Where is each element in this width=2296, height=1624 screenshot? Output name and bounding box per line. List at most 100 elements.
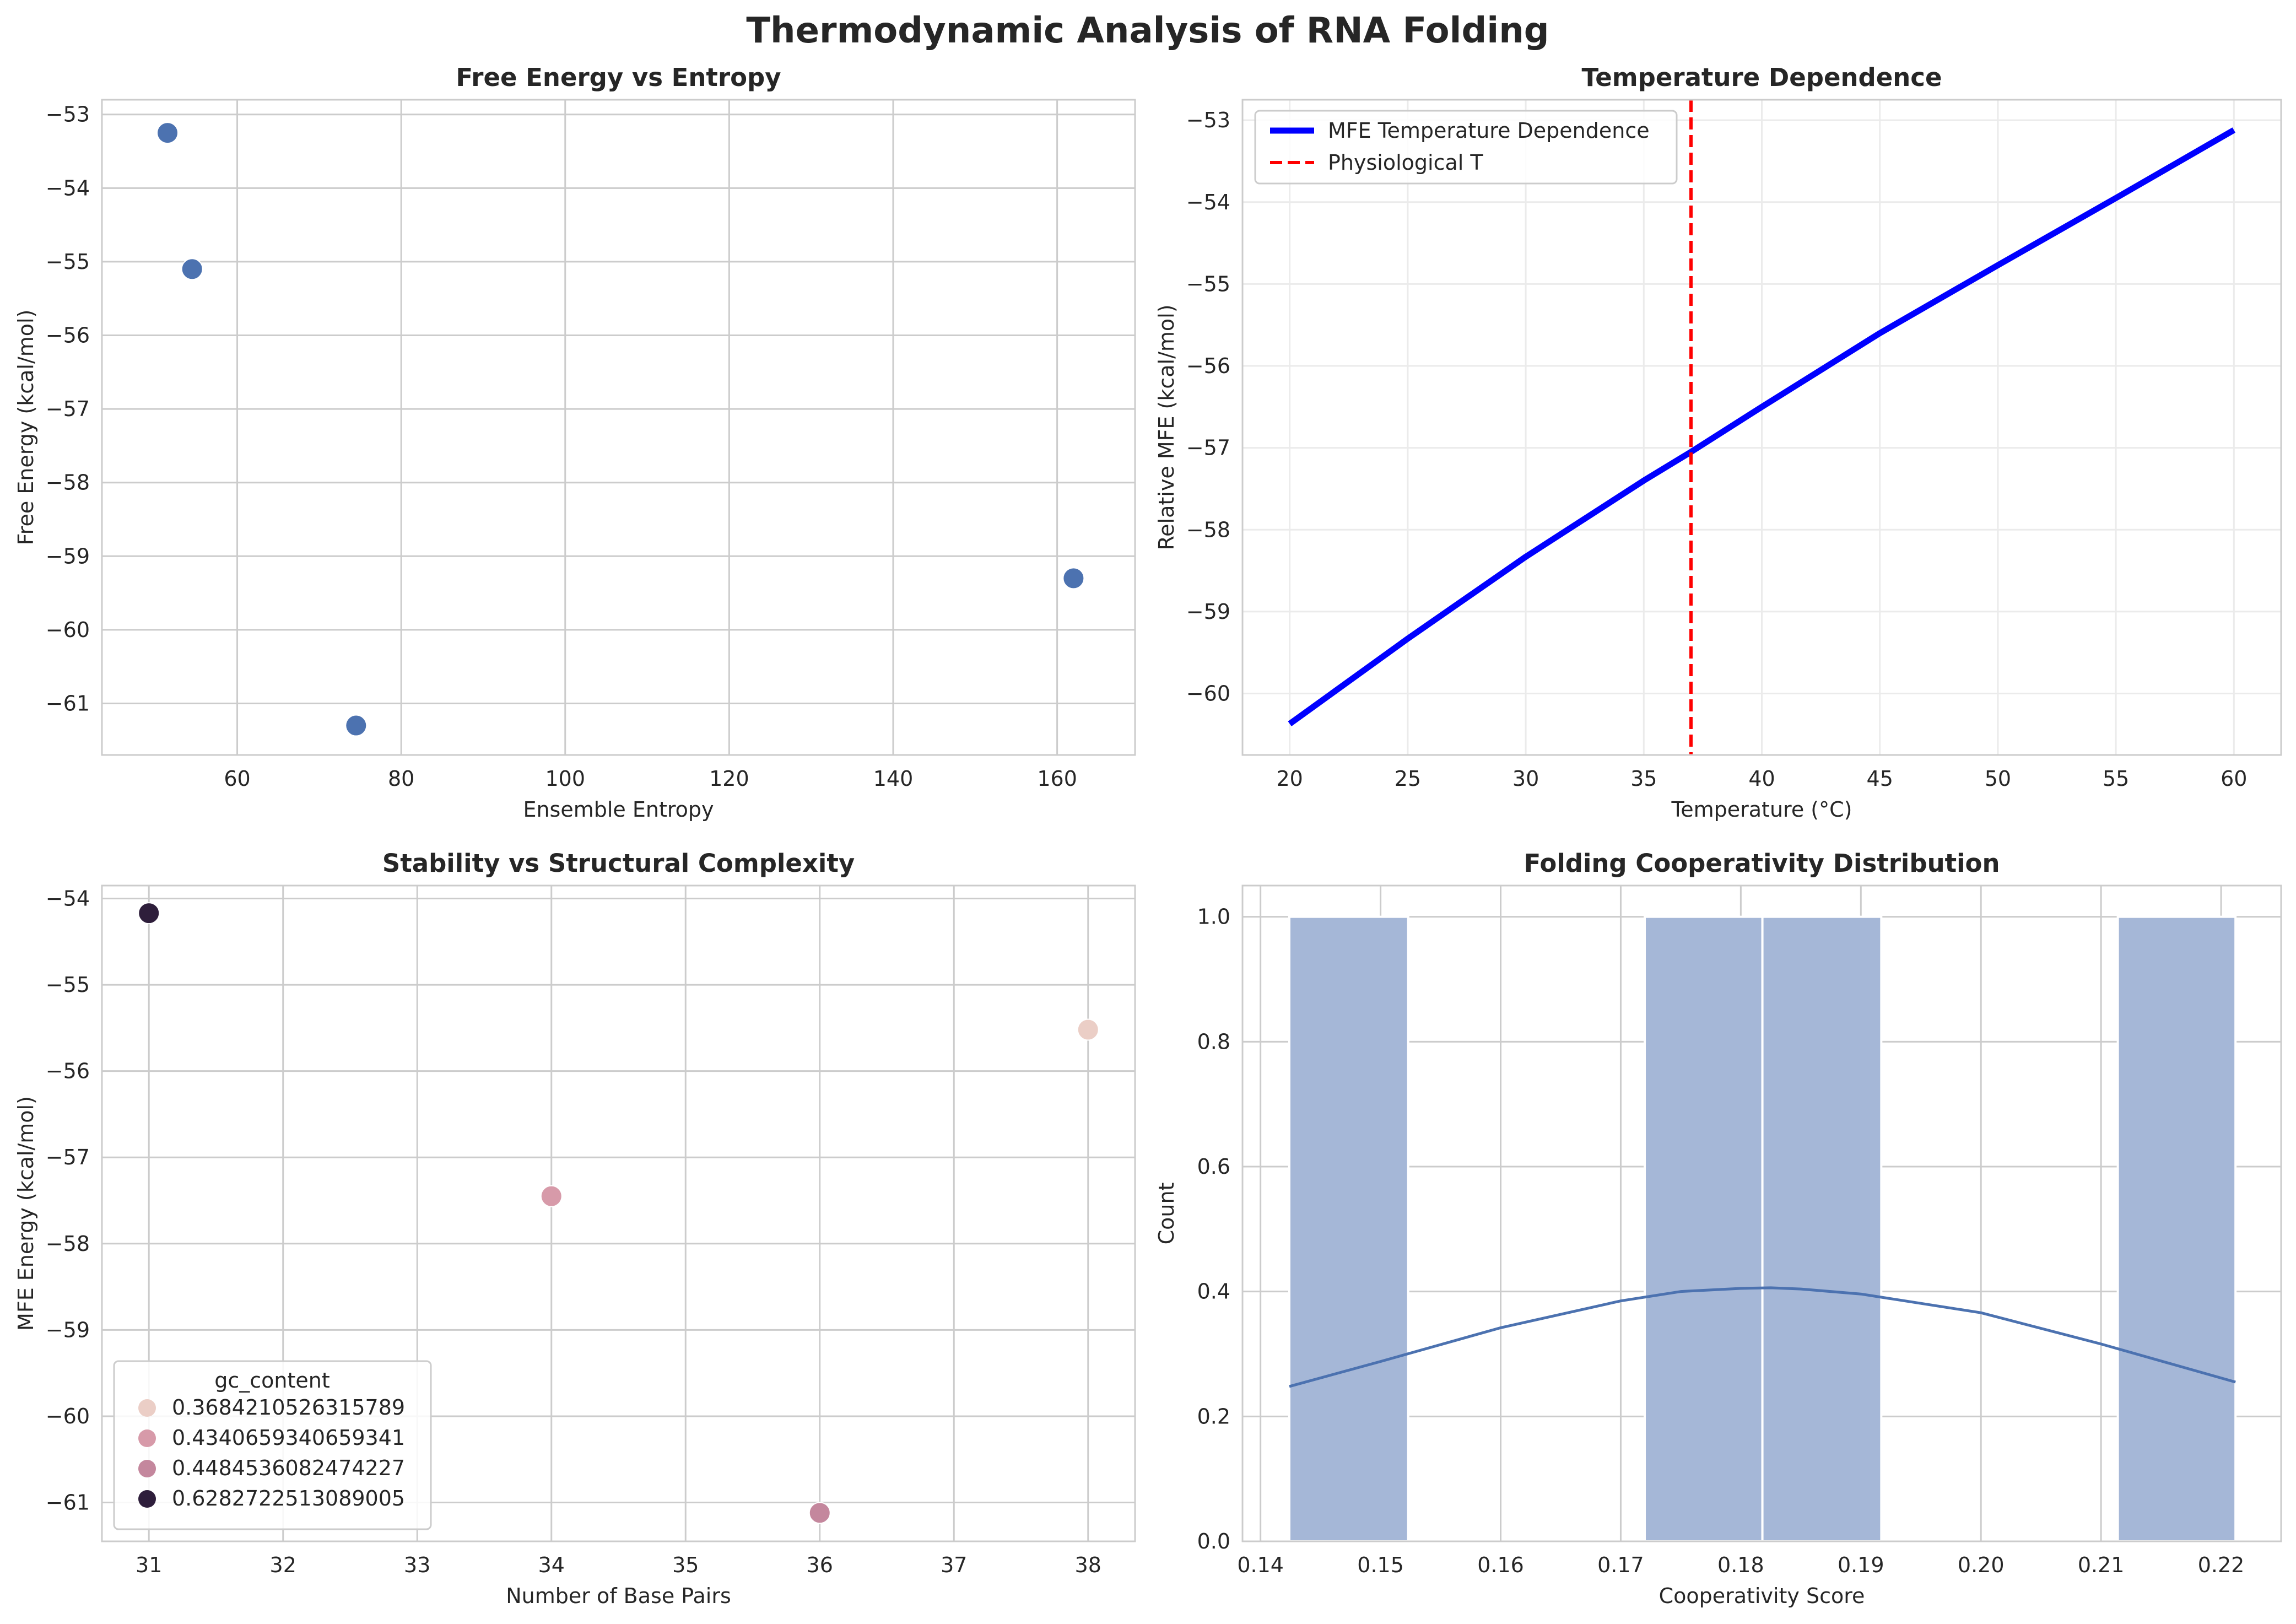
x-tick-label: 140 <box>873 767 914 791</box>
y-tick-label: −59 <box>46 544 90 568</box>
x-tick-label: 31 <box>136 1553 162 1577</box>
x-tick-label: 25 <box>1395 767 1421 791</box>
x-tick-label: 0.14 <box>1237 1553 1284 1577</box>
axes-title: Stability vs Structural Complexity <box>382 849 855 878</box>
x-tick-label: 0.22 <box>2198 1553 2245 1577</box>
histogram-bar <box>1644 915 1764 1542</box>
y-tick-label: −59 <box>1186 600 1230 624</box>
x-tick-label: 30 <box>1512 767 1539 791</box>
x-tick-label: 0.20 <box>1958 1553 2005 1577</box>
y-tick-label: −57 <box>1186 436 1230 460</box>
scatter-point <box>156 122 179 144</box>
histogram-bar <box>1288 915 1409 1542</box>
x-tick-label: 36 <box>807 1553 833 1577</box>
x-tick-label: 160 <box>1037 767 1077 791</box>
y-tick-label: −53 <box>46 102 90 127</box>
y-tick-label: −53 <box>1186 108 1230 132</box>
y-tick-label: −54 <box>46 886 90 910</box>
y-axis-label: Count <box>1154 1183 1179 1245</box>
x-axis-label: Number of Base Pairs <box>506 1584 731 1608</box>
x-tick-label: 0.16 <box>1477 1553 1524 1577</box>
axes-frame <box>1241 99 2282 756</box>
figure-suptitle: Thermodynamic Analysis of RNA Folding <box>746 10 1549 51</box>
axes-frame <box>101 99 1136 756</box>
legend-box <box>113 1360 432 1530</box>
legend-label: 0.3684210526315789 <box>172 1395 405 1420</box>
x-tick-label: 35 <box>672 1553 699 1577</box>
y-tick-label: −59 <box>46 1318 90 1342</box>
x-axis-label: Temperature (°C) <box>1671 797 1852 822</box>
legend-marker <box>138 1429 156 1447</box>
x-tick-label: 0.18 <box>1717 1553 1764 1577</box>
mfe-series-line <box>1288 127 2236 726</box>
axes-title: Folding Cooperativity Distribution <box>1524 849 2000 878</box>
legend-box <box>1254 110 1678 185</box>
x-tick-label: 38 <box>1075 1553 1101 1577</box>
x-tick-label: 0.19 <box>1838 1553 1884 1577</box>
y-tick-label: −60 <box>46 1404 90 1428</box>
free-energy-vs-entropy-panel: 60 80 100 120 140 160 −61 −60 −59 −58 −57 −56 −55 −54… <box>14 63 1136 822</box>
x-tick-label: 55 <box>2103 767 2129 791</box>
y-axis-label: MFE Energy (kcal/mol) <box>14 1096 38 1331</box>
x-tick-label: 60 <box>224 767 250 791</box>
y-tick-label: −54 <box>46 176 90 200</box>
y-tick-label: 0.6 <box>1197 1154 1230 1179</box>
legend-marker <box>138 1460 156 1477</box>
legend-title: gc_content <box>214 1368 330 1393</box>
scatter-point <box>138 902 160 925</box>
y-tick-label: −54 <box>1186 190 1230 214</box>
x-tick-label: 40 <box>1748 767 1775 791</box>
x-tick-label: 32 <box>270 1553 296 1577</box>
x-axis-label: Cooperativity Score <box>1659 1584 1865 1608</box>
y-tick-label: −60 <box>46 618 90 642</box>
scatter-point <box>808 1502 831 1524</box>
scatter-point <box>345 714 368 737</box>
x-tick-label: 20 <box>1277 767 1303 791</box>
x-tick-label: 60 <box>2221 767 2247 791</box>
axes-frame <box>1241 884 2282 1542</box>
y-tick-label: −56 <box>46 323 90 348</box>
x-tick-label: 80 <box>388 767 414 791</box>
x-tick-label: 0.17 <box>1597 1553 1644 1577</box>
y-axis-label: Relative MFE (kcal/mol) <box>1154 304 1179 550</box>
x-tick-label: 120 <box>709 767 749 791</box>
x-tick-label: 0.15 <box>1357 1553 1404 1577</box>
axes-title: Temperature Dependence <box>1582 63 1942 92</box>
legend-label: MFE Temperature Dependence <box>1328 118 1650 143</box>
x-tick-label: 100 <box>545 767 586 791</box>
y-tick-label: −60 <box>1186 682 1230 706</box>
x-tick-label: 0.21 <box>2078 1553 2125 1577</box>
y-tick-label: 1.0 <box>1197 905 1230 929</box>
kde-curve <box>1289 1286 2236 1388</box>
y-tick-label: −55 <box>46 250 90 274</box>
y-tick-label: −56 <box>46 1059 90 1083</box>
legend-label: 0.4484536082474227 <box>172 1456 405 1480</box>
y-axis-label: Free Energy (kcal/mol) <box>14 310 38 546</box>
legend-marker <box>138 1490 156 1508</box>
x-tick-label: 37 <box>941 1553 967 1577</box>
y-tick-label: −57 <box>46 1145 90 1169</box>
legend-label: 0.6282722513089005 <box>172 1486 405 1510</box>
folding-cooperativity-distribution-panel: 0.14 0.15 0.16 0.17 0.18 0.19 0.20 0.21 0.22 0.0 0… <box>1154 849 2282 1608</box>
x-tick-label: 33 <box>404 1553 430 1577</box>
y-tick-label: 0.4 <box>1197 1280 1230 1304</box>
x-tick-label: 50 <box>1985 767 2011 791</box>
legend: MFE Temperature Dependence Physiological … <box>1254 110 1678 185</box>
scatter-point <box>1077 1018 1099 1041</box>
x-tick-label: 34 <box>538 1553 565 1577</box>
y-tick-label: −55 <box>46 973 90 997</box>
y-tick-label: −61 <box>46 1491 90 1515</box>
scatter-point <box>1062 567 1085 590</box>
legend-marker <box>138 1399 156 1417</box>
y-tick-label: −56 <box>1186 354 1230 378</box>
legend-label: Physiological T <box>1328 150 1483 175</box>
y-tick-label: −58 <box>46 471 90 495</box>
scatter-point <box>540 1185 563 1207</box>
x-tick-label: 35 <box>1630 767 1657 791</box>
scatter-point <box>181 258 203 280</box>
x-tick-label: 45 <box>1867 767 1893 791</box>
temperature-dependence-panel: 20 25 30 35 40 45 50 55 60 −60 −59 −58 −57 −56 −55 −54 −… <box>1154 63 2282 822</box>
y-tick-label: −61 <box>46 691 90 715</box>
